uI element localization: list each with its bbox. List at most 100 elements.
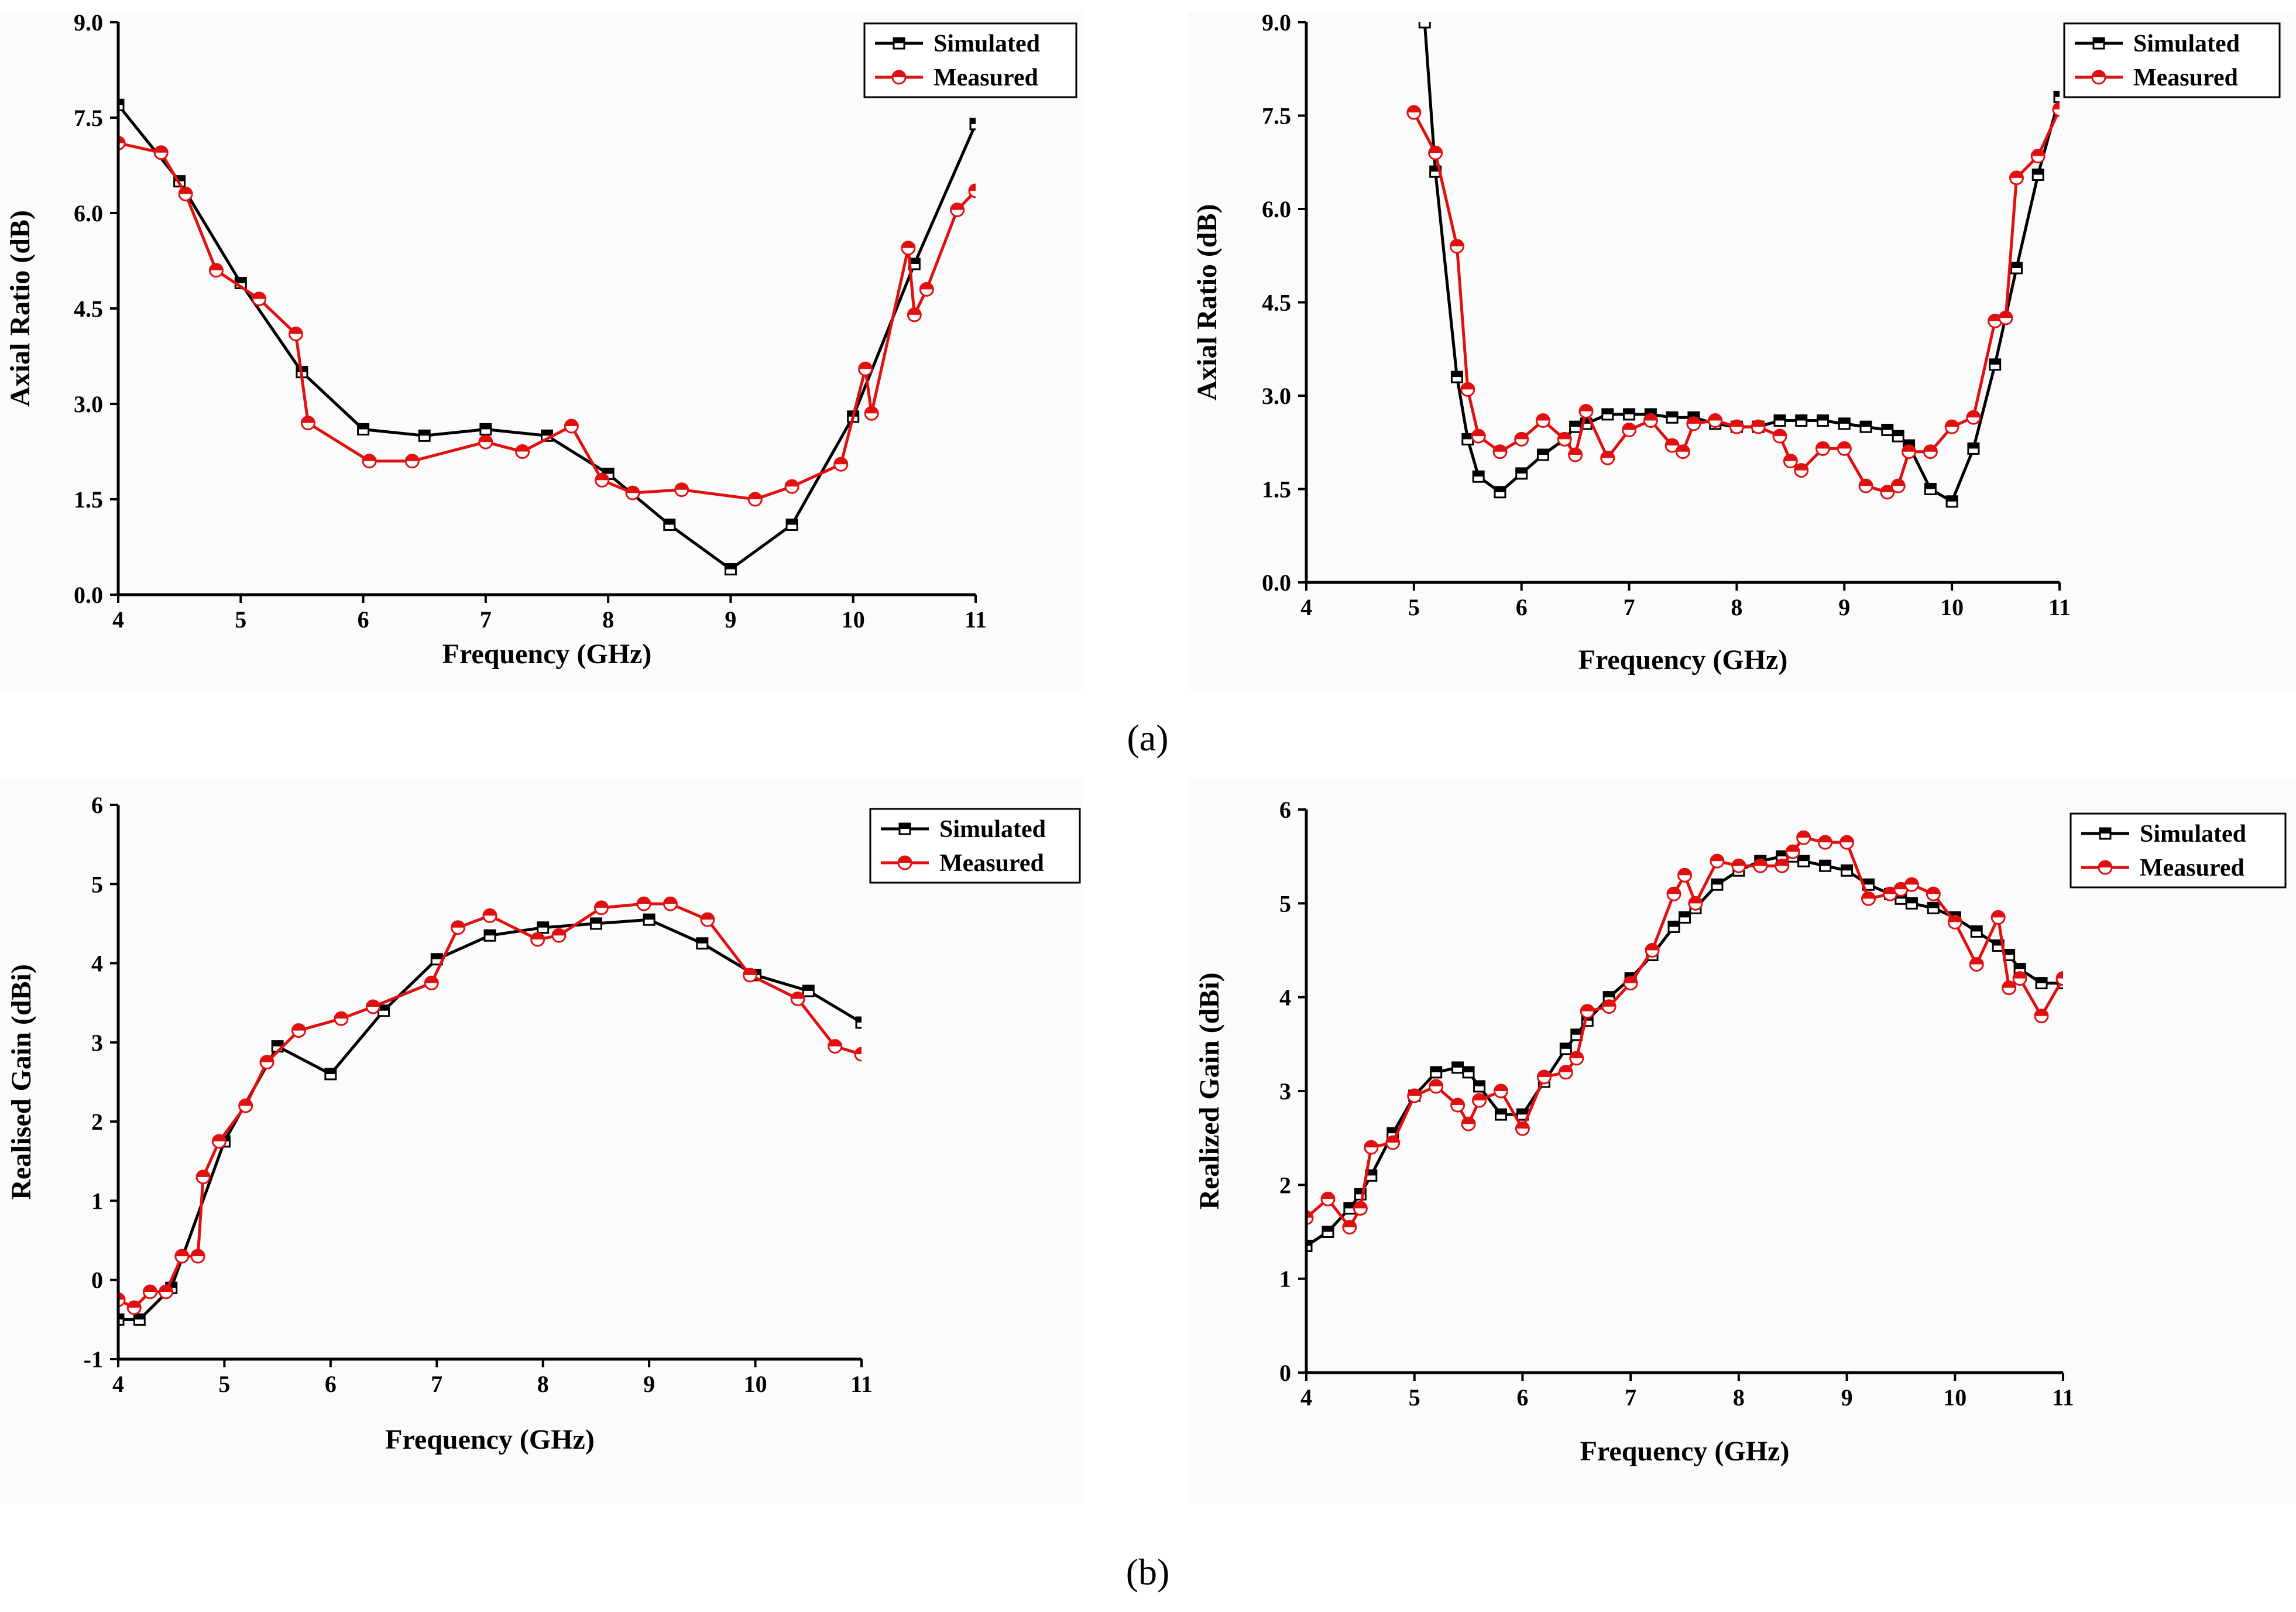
legend-box [2063,22,2281,98]
legend-label: Measured [939,850,1044,877]
measured-point [1731,858,1746,873]
y-tick-label: 4 [91,951,103,977]
y-tick-label: 7.5 [1262,103,1291,129]
measured-point [1623,976,1638,991]
y-tick-label: 9.0 [1262,9,1291,36]
measured-point [790,991,805,1006]
y-tick-label: 4.5 [1262,290,1291,316]
legend-label: Measured [933,64,1038,91]
simulated-point [324,1068,337,1081]
measured-point [1471,428,1486,444]
measured-point [1751,419,1766,434]
measured-point [1492,444,1508,459]
simulated-point [2035,977,2048,990]
measured-point [564,419,579,434]
measured-point [404,454,420,469]
x-tick-label: 4 [1300,1384,1312,1411]
measured-point [334,1011,349,1026]
y-tick-label: 2 [1279,1172,1291,1198]
y-tick-label: 6.0 [1262,196,1291,222]
measured-point [126,1300,142,1315]
x-tick-label: 9 [725,606,736,633]
legend-label: Simulated [2140,821,2246,848]
y-tick-label: 1.5 [1262,476,1291,503]
measured-point [1708,413,1723,428]
measured-point [1461,1116,1476,1131]
measured-point [238,1098,253,1113]
x-tick-label: 10 [842,606,865,633]
measured-point [1926,886,1941,901]
measured-point [1406,105,1422,120]
simulated-point [1473,1080,1486,1093]
simulated-point [643,913,655,926]
simulated-point [2031,169,2044,181]
y-tick-label: 3 [1279,1078,1291,1105]
measured-point [1515,1121,1530,1136]
simulated-point [133,1313,146,1326]
x-tick-label: 8 [602,606,614,633]
simulated-point [1623,408,1636,421]
measured-point [190,1249,205,1264]
measured-point [1677,867,1692,883]
measured-point [1890,478,1906,493]
simulated-point [2003,949,2016,962]
y-tick-label: 1 [1279,1266,1291,1292]
x-tick-label: 5 [1409,1384,1420,1411]
measured-point [1858,478,1873,493]
simulated-point [1945,495,1958,508]
simulated-point [802,985,815,997]
simulated-point [589,917,602,930]
measured-point [968,183,976,198]
measured-point [1645,943,1660,958]
legend-label: Measured [2140,855,2244,882]
measured-point [551,928,567,943]
plot-area [1406,22,2060,508]
x-tick-label: 11 [2052,1384,2074,1411]
measured-point [950,203,965,218]
y-tick-label: 0 [1279,1360,1291,1386]
measured-point [300,416,315,431]
legend-entry-simulated: Simulated [2081,821,2246,848]
simulated-series-line [1423,22,2060,503]
measured-point [784,479,799,494]
measured-point [1837,441,1852,456]
measured-point [142,1284,157,1299]
measured-point [174,1249,190,1264]
x-tick-label: 9 [1841,1384,1853,1411]
simulated-point [1797,855,1810,867]
simulated-point [1559,1042,1572,1055]
y-tick-label: 4.5 [74,296,103,322]
simulated-point [1795,414,1808,427]
simulated-point [1418,22,1431,29]
y-axis-title: Axial Ratio (dB) [5,210,36,407]
simulated-point [1711,878,1724,891]
measured-point [195,1169,211,1185]
simulated-point [1924,483,1937,495]
simulated-point [1989,358,2002,371]
x-tick-label: 8 [1733,1384,1745,1411]
legend-box [869,808,1081,884]
simulated-point [1515,467,1528,480]
x-tick-label: 4 [112,606,124,633]
simulated-point [855,1016,862,1029]
x-tick-label: 9 [643,1371,655,1397]
y-tick-label: 3 [91,1030,103,1056]
measured-point [595,472,610,488]
measured-point [700,912,715,927]
legend-entry-measured: Measured [2075,64,2238,91]
measured-point [1535,413,1550,428]
y-tick-label: 6 [91,792,103,818]
measured-point [636,896,651,911]
legend-entry-measured: Measured [2081,855,2244,882]
y-axis-title: Realized Gain (dBi) [1194,972,1225,1209]
simulated-point [696,937,709,950]
measured-point [1966,410,1981,425]
x-tick-label: 8 [1731,594,1742,620]
x-axis-title: Frequency (GHz) [442,639,652,670]
simulated-point [663,518,676,531]
legend-box [2070,812,2287,889]
measured-point [1729,419,1744,434]
measured-point [1794,463,1809,478]
simulated-point [1322,1226,1334,1238]
x-tick-label: 6 [1516,1384,1528,1411]
